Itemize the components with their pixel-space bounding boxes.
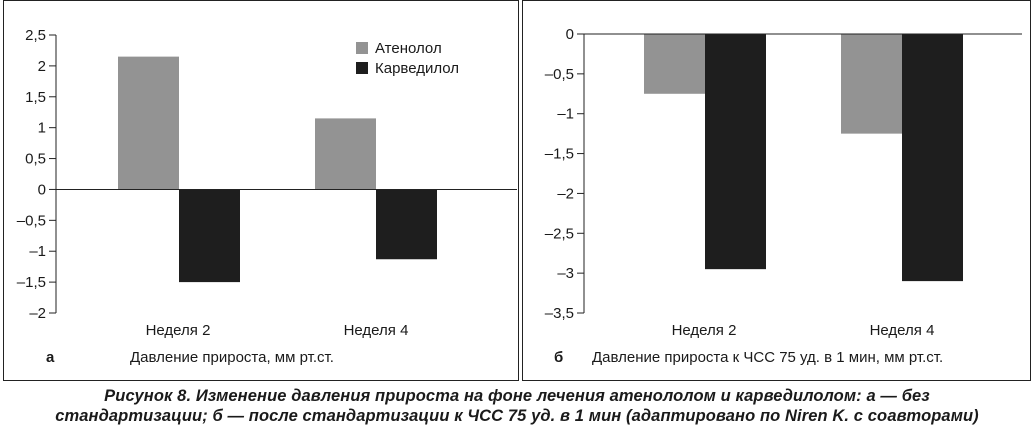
charts-svg: 2,5 2 1,5 1 0,5 0 –0,5 –1 –1,5 –2 Неделя 2 Неделя 4… — [17, 26, 1022, 366]
chart-b-category-label: Неделя 4 — [870, 322, 935, 339]
chart-b-y-tick-label: 0 — [566, 26, 574, 43]
chart-a-category-label: Неделя 4 — [344, 322, 409, 339]
caption-line-2: стандартизации; б — после стандартизации… — [55, 407, 979, 425]
chart-a-y-tick-label: –1,5 — [17, 274, 46, 291]
chart-b-category-label: Неделя 2 — [672, 322, 737, 339]
chart-b-y-tick-label: –3,5 — [545, 305, 574, 322]
chart-b-panel-letter: б — [554, 349, 563, 366]
chart-a-y-tick-label: 2 — [38, 58, 46, 75]
chart-b-y-tick-label: –3 — [557, 265, 574, 282]
chart-b-y-tick-label: –0,5 — [545, 66, 574, 83]
chart-b-xlabel: Давление прироста к ЧСС 75 уд. в 1 мин, … — [592, 349, 943, 366]
chart-a-legend-swatch — [356, 42, 368, 54]
chart-a-y-tick-label: 2,5 — [25, 27, 46, 44]
chart-a-bar-atenolol — [118, 56, 179, 190]
chart-a-panel-letter: а — [46, 349, 55, 366]
chart-a-y-tick-label: –2 — [29, 305, 46, 322]
chart-a-bar-carvedilol — [179, 189, 240, 283]
chart-b-bar-carvedilol — [705, 34, 766, 270]
chart-b-bar-atenolol — [644, 34, 705, 94]
chart-a-y-tick-label: –1 — [29, 243, 46, 260]
chart-b-y-tick-label: –1 — [557, 106, 574, 123]
chart-a-y-tick-label: 1 — [38, 120, 46, 137]
caption-line-1: Рисунок 8. Изменение давления прироста н… — [104, 387, 930, 405]
chart-b-y-tick-label: –1,5 — [545, 146, 574, 163]
chart-b-y-tick-label: –2,5 — [545, 225, 574, 242]
panel-a-frame — [3, 0, 519, 381]
chart-a-y-tick-label: 0 — [38, 181, 46, 198]
chart-a-bar-atenolol — [315, 118, 376, 190]
chart-b-y-tick-label: –2 — [557, 185, 574, 202]
chart-a-legend-label: Карведилол — [375, 60, 459, 77]
figure-caption: Рисунок 8. Изменение давления прироста н… — [0, 386, 1034, 426]
chart-a-category-label: Неделя 2 — [146, 322, 211, 339]
chart-a-bar-carvedilol — [376, 189, 437, 260]
chart-a-legend-swatch — [356, 62, 368, 74]
panel-b-frame — [522, 0, 1031, 381]
chart-b-bar-atenolol — [841, 34, 902, 134]
chart-b-bar-carvedilol — [902, 34, 963, 282]
chart-a-xlabel: Давление прироста, мм рт.ст. — [130, 349, 334, 366]
chart-a-y-tick-label: 0,5 — [25, 151, 46, 168]
chart-a-legend-label: Атенолол — [375, 40, 442, 57]
chart-a-y-tick-label: 1,5 — [25, 89, 46, 106]
chart-a-y-tick-label: –0,5 — [17, 212, 46, 229]
